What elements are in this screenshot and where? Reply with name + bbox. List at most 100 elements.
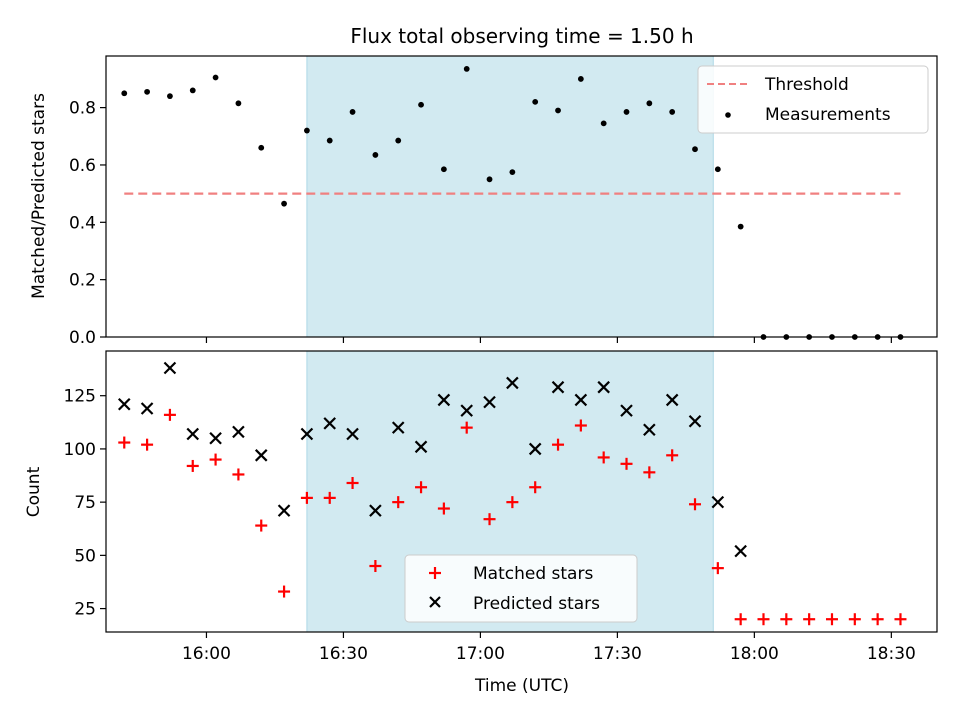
ratio-panel-legend: Threshold Measurements — [697, 65, 929, 134]
matched-star-point — [346, 476, 359, 489]
legend-matched-label: Matched stars — [473, 564, 593, 584]
matched-star-point — [118, 436, 131, 449]
count-panel-y-ticks: 25 50 75 100 125 — [64, 387, 106, 620]
predicted-star-point — [460, 404, 473, 417]
measurement-point — [669, 109, 676, 115]
matched-star-point — [506, 496, 519, 509]
y-tick-label: 0.6 — [69, 156, 96, 176]
measurement-point — [440, 166, 447, 173]
predicted-star-point — [300, 427, 314, 441]
y-tick-label: 75 — [74, 493, 96, 513]
predicted-star-point — [643, 423, 656, 437]
measurement-point — [555, 107, 561, 114]
measurement-point — [144, 88, 150, 95]
measurement-point — [304, 127, 310, 134]
ratio-panel-x-ticks — [205, 337, 892, 343]
predicted-star-point — [711, 495, 725, 509]
y-tick-label: 50 — [74, 546, 96, 566]
matched-star-point — [666, 449, 679, 462]
y-tick-label: 125 — [64, 387, 96, 407]
matched-star-point — [186, 459, 199, 472]
measurement-point — [418, 101, 424, 108]
ratio-panel-y-ticks: 0.0 0.2 0.4 0.6 0.8 — [69, 99, 106, 348]
measurement-point — [646, 100, 653, 107]
matched-star-point — [643, 466, 656, 479]
legend-predicted-swatch — [429, 596, 441, 608]
matched-star-point — [689, 498, 702, 511]
x-tick-label: 17:30 — [593, 644, 642, 664]
matched-star-point — [552, 438, 565, 451]
matched-star-point — [734, 613, 747, 626]
ratio-panel-y-label: Matched/Predicted stars — [29, 93, 49, 299]
measurement-point — [737, 223, 744, 230]
matched-star-point — [392, 496, 405, 509]
measurement-point — [167, 93, 173, 100]
count-panel-x-ticks: 16:00 16:30 17:00 17:30 18:00 18:30 — [182, 632, 916, 664]
measurement-point — [623, 109, 630, 115]
predicted-star-point — [186, 427, 200, 441]
matched-star-point — [711, 562, 724, 575]
matched-star-point — [300, 491, 313, 504]
matched-star-point — [415, 481, 428, 494]
ratio-legend-frame — [697, 65, 929, 134]
matched-star-point — [848, 613, 861, 626]
matched-star-point — [803, 613, 816, 626]
matched-star-point — [780, 613, 793, 626]
predicted-star-point — [574, 393, 588, 407]
ratio-panel: 0.00.20.40.60.8 Matched/Predicted stars … — [29, 55, 938, 348]
measurement-point — [235, 100, 242, 107]
matched-stars-points — [118, 408, 907, 626]
matched-star-point — [141, 438, 154, 451]
matched-star-point — [369, 560, 382, 573]
predicted-stars-points — [117, 361, 747, 558]
predicted-star-point — [665, 393, 679, 407]
predicted-star-point — [551, 380, 565, 394]
measurement-point — [509, 169, 516, 176]
predicted-star-point — [391, 421, 405, 434]
predicted-star-point — [597, 380, 610, 394]
matched-star-point — [894, 613, 907, 626]
matched-star-point — [323, 491, 336, 504]
x-tick-label: 16:00 — [182, 644, 231, 664]
predicted-star-point — [277, 504, 291, 517]
measurement-point — [577, 76, 584, 82]
predicted-star-point — [163, 361, 177, 375]
legend-predicted-label: Predicted stars — [473, 594, 600, 614]
y-tick-label: 0.2 — [69, 271, 96, 291]
matched-star-point — [529, 481, 542, 494]
y-tick-label: 0.4 — [69, 213, 96, 233]
predicted-star-point — [254, 449, 268, 462]
predicted-star-point — [688, 414, 702, 428]
measurement-point — [281, 200, 287, 207]
matched-star-point — [437, 502, 450, 515]
predicted-star-point — [117, 397, 131, 411]
matched-star-point — [757, 613, 770, 626]
x-tick-label: 18:00 — [730, 644, 779, 664]
measurement-point — [372, 152, 379, 158]
y-tick-label: 0.0 — [69, 328, 96, 348]
predicted-star-point — [414, 440, 428, 454]
measurement-point — [714, 166, 721, 173]
predicted-star-point — [369, 504, 382, 517]
measurement-point — [463, 66, 470, 72]
predicted-star-point — [528, 442, 542, 456]
x-tick-label: 16:30 — [319, 644, 368, 664]
predicted-star-point — [323, 417, 337, 430]
legend-measurements-swatch — [725, 112, 731, 118]
predicted-star-point — [506, 376, 519, 390]
predicted-star-point — [209, 432, 222, 445]
matched-star-point — [255, 519, 268, 532]
x-tick-label: 18:30 — [867, 644, 916, 664]
legend-threshold-label: Threshold — [764, 75, 849, 95]
y-tick-label: 25 — [74, 600, 96, 620]
count-panel-legend: Matched stars Predicted stars — [404, 554, 638, 623]
measurement-point — [395, 137, 402, 144]
chart-title: Flux total observing time = 1.50 h — [350, 24, 693, 48]
count-panel-y-label: Count — [24, 466, 44, 517]
y-tick-label: 0.8 — [69, 99, 96, 119]
y-tick-label: 100 — [64, 440, 96, 460]
measurement-point — [258, 144, 265, 151]
x-axis-label: Time (UTC) — [474, 676, 569, 696]
matched-star-point — [232, 468, 245, 481]
